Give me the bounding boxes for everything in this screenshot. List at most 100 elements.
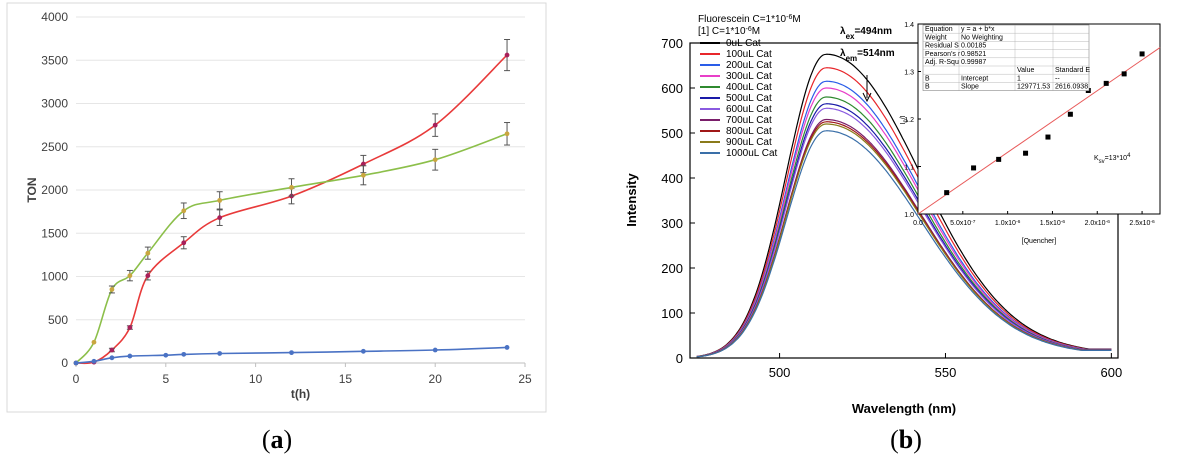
x-axis-title: Wavelength (nm) [852,401,956,416]
legend-label: 300uL Cat [726,71,772,82]
data-point-blue [432,347,438,353]
inset-table-cell: y = a + b*x [961,26,995,33]
series-line-green [75,133,508,364]
legend-title-2: [1] C=1*10-6M [698,26,760,38]
data-point-red [217,215,223,221]
inset-table-cell: Intercept [961,75,988,82]
inset-data-point [1103,80,1109,86]
series-line-blue [75,346,508,364]
lambda-em-label: λem=514nm [840,48,895,63]
legend-label: 800uL Cat [726,126,772,137]
inset-ksv-label: Ksv=13*104 [1094,153,1131,165]
inset-fit-line [917,47,1161,215]
data-point-green [217,197,223,203]
caption-b: (b) [890,425,922,454]
inset-x-tick-label: 5.0x10-7 [950,219,976,228]
data-point-red [145,273,151,279]
y-tick-label: 0 [61,356,68,370]
arrow-head [862,92,872,103]
data-point-blue [217,351,223,356]
x-tick-label: 20 [429,372,443,386]
inset-table-cell: Pearson's r [925,51,961,58]
y-tick-label: 600 [661,81,683,96]
inset-data-point [996,156,1002,162]
x-tick-label: 0 [73,372,80,386]
x-tick-label: 550 [935,365,957,380]
y-tick-label: 400 [661,171,683,186]
y-tick-label: 200 [661,261,683,276]
data-point-green [504,131,510,137]
inset-table-cell: 1 [1017,75,1021,82]
data-point-green [91,339,97,345]
y-axis-title: TON [25,177,39,202]
y-tick-label: 100 [661,306,683,321]
inset-data-point [1023,150,1029,156]
x-axis-title: t(h) [291,387,310,401]
y-tick-label: 300 [661,216,683,231]
inset-x-tick-label: 2.0x10-6 [1085,219,1111,228]
x-tick-label: 25 [518,372,532,386]
inset-table-cell: Weight [925,34,947,41]
data-point-blue [91,358,97,364]
y-tick-label: 3000 [41,97,68,111]
inset-x-tick-label: 0.0 [913,220,923,227]
panel-a-frame [6,2,547,413]
inset-x-tick-label: 1.0x10-6 [995,219,1021,228]
inset-table-cell: 2616.0938 [1055,84,1088,91]
data-point-green [145,250,151,256]
inset-data-point [971,165,977,171]
y-tick-label: 2500 [41,140,68,154]
data-point-green [432,157,438,163]
inset-x-axis-title: [Quencher] [1022,238,1057,245]
emission-curve [696,107,1112,358]
x-tick-label: 500 [769,365,791,380]
inset-table-cell: -- [1055,75,1060,82]
emission-curve [696,67,1112,358]
panel-a-chart: 0 500 1000 1500 2000 2500 3000 3500 4000 0 5 10 15 20… [25,10,532,401]
inset-y-tick-label: 1.4 [904,22,914,29]
legend-label: 200uL Cat [726,60,772,71]
y-tick-label: 4000 [41,10,68,24]
y-tick-label: 1000 [41,270,68,284]
y-tick-label: 0 [676,351,683,366]
y-tick-label: 2000 [41,183,68,197]
y-tick-label: 3500 [41,53,68,67]
x-tick-label: 600 [1101,365,1123,380]
inset-table-cell: Standard E [1055,67,1090,74]
inset-table-cell: Equation [925,26,953,33]
legend-label: 900uL Cat [726,137,772,148]
inset-table-cell: Adj. R-Squ [925,59,959,66]
data-point-blue [360,348,366,354]
inset-table-cell: No Weighting [961,34,1003,41]
x-tick-label: 15 [339,372,353,386]
legend-label: 600uL Cat [726,104,772,115]
inset-x-tick-label: 2.5x10-6 [1129,219,1155,228]
y-tick-label: 1500 [41,226,68,240]
inset-table-cell: Value [1017,67,1034,74]
inset-data-point [944,190,950,196]
inset-x-tick-label: 1.5x10-6 [1040,219,1066,228]
legend-label: 500uL Cat [726,93,772,104]
inset-y-tick-label: 1.0 [904,212,914,219]
inset-table-cell: Slope [961,84,979,91]
y-tick-label: 500 [661,126,683,141]
data-point-blue [181,351,187,357]
data-point-green [181,208,187,214]
legend-title-1: Fluorescein C=1*10-6M [698,14,801,26]
emission-curve [696,130,1112,358]
inset-data-point [1067,111,1073,117]
data-point-red [432,122,438,128]
legend-label: 1000uL Cat [726,148,778,159]
legend-label: 700uL Cat [726,115,772,126]
data-point-green [289,185,294,190]
inset-y-axis-title: I0/I [900,115,910,124]
y-tick-label: 700 [661,36,683,51]
data-point-red [127,325,133,330]
data-point-blue [504,345,510,350]
inset-table-cell: B [925,75,930,82]
legend-label: 400uL Cat [726,82,772,93]
y-axis-title: Intensity [624,173,639,227]
data-point-blue [163,352,169,358]
lambda-ex-label: λex=494nm [840,26,892,41]
